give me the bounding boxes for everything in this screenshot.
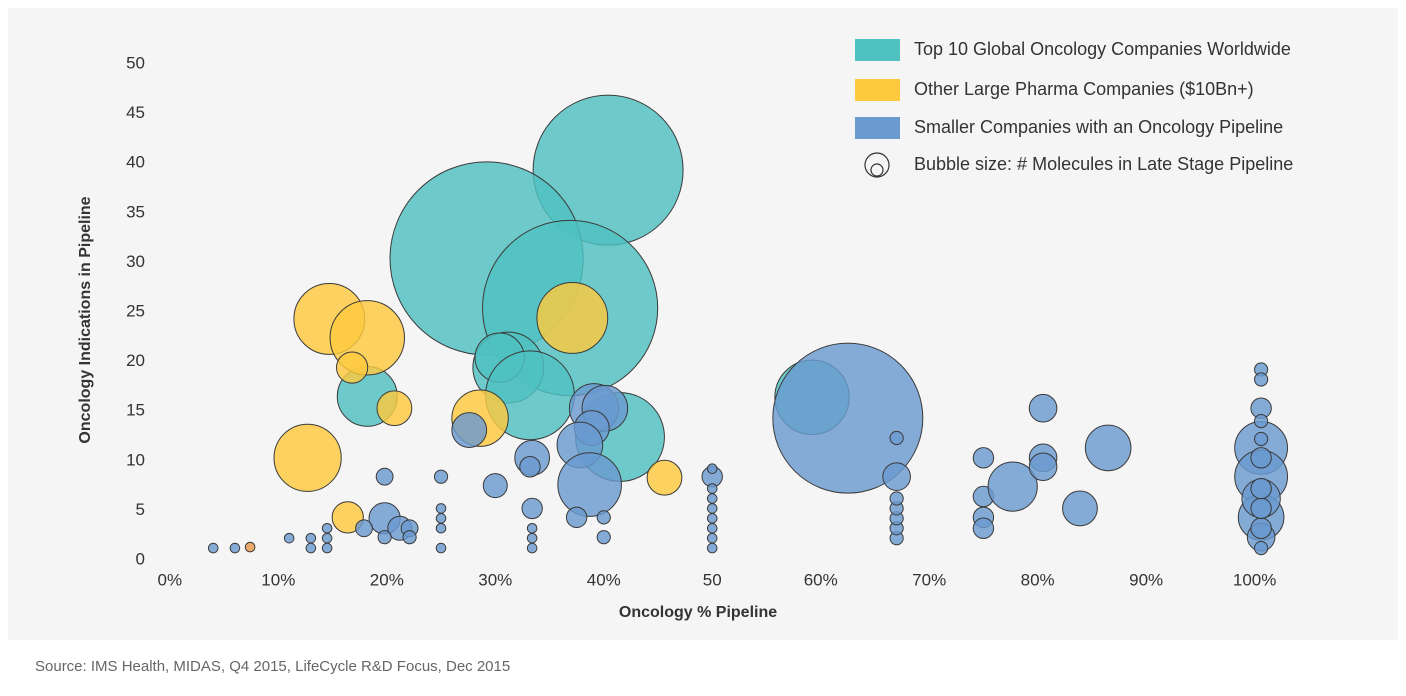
bubble (1254, 414, 1269, 429)
bubble (596, 510, 611, 525)
bubble (646, 459, 683, 496)
bubble (377, 530, 392, 545)
legend-label: Other Large Pharma Companies ($10Bn+) (914, 79, 1254, 99)
bubble (375, 467, 394, 486)
x-tick-label: 10% (261, 570, 295, 589)
bubble (335, 351, 369, 384)
bubble (435, 542, 447, 554)
legend-label: Smaller Companies with an Oncology Pipel… (914, 117, 1283, 137)
bubble (1250, 447, 1272, 469)
bubble (706, 483, 718, 494)
bubble (565, 506, 588, 529)
bubble (1028, 452, 1058, 482)
bubble (207, 542, 219, 554)
y-tick-label: 35 (126, 202, 145, 221)
bubble (706, 503, 718, 514)
bubble (244, 541, 256, 553)
bubble (1250, 497, 1272, 520)
y-tick-label: 45 (126, 103, 145, 122)
y-tick-label: 10 (126, 450, 145, 469)
x-tick-label: 30% (478, 570, 512, 589)
y-tick-label: 5 (136, 500, 145, 519)
bubble (283, 532, 295, 544)
bubble (451, 412, 488, 448)
x-tick-label: 80% (1021, 570, 1055, 589)
bubble (321, 532, 333, 544)
bubble (1062, 490, 1098, 527)
y-tick-label: 0 (136, 549, 145, 568)
bubble (706, 513, 718, 524)
bubble (435, 503, 447, 514)
source-note: Source: IMS Health, MIDAS, Q4 2015, Life… (35, 658, 510, 675)
x-axis-label: Oncology % Pipeline (619, 604, 777, 621)
bubble (331, 501, 364, 534)
x-tick-label: 100% (1233, 570, 1276, 589)
bubble (972, 447, 995, 469)
y-tick-label: 40 (126, 153, 145, 172)
bubble (305, 532, 317, 544)
bubble (526, 532, 538, 544)
bubble (435, 522, 447, 534)
x-tick-label: 0% (158, 570, 183, 589)
x-tick-label: 90% (1129, 570, 1163, 589)
bubble (1250, 517, 1272, 539)
bubble (987, 461, 1038, 512)
bubble (482, 473, 508, 499)
bubble (706, 522, 718, 534)
bubble (772, 342, 924, 494)
x-tick-label: 70% (912, 570, 946, 589)
bubble (519, 456, 541, 478)
bubble (536, 282, 609, 354)
legend-label: Top 10 Global Oncology Companies Worldwi… (914, 39, 1291, 59)
x-tick-label: 50 (703, 570, 722, 589)
bubble (305, 542, 317, 554)
y-tick-label: 20 (126, 351, 145, 370)
bubble (706, 542, 718, 554)
bubble (526, 522, 538, 534)
bubble (355, 519, 373, 538)
bubble (1084, 424, 1132, 472)
bubble (1254, 372, 1269, 387)
x-tick-label: 60% (804, 570, 838, 589)
bubble (402, 530, 417, 545)
bubble (1254, 431, 1269, 447)
bubble (1250, 477, 1272, 500)
bubble (889, 430, 904, 446)
bubble (1028, 393, 1058, 423)
y-tick-label: 30 (126, 252, 145, 271)
legend-swatch (855, 79, 900, 101)
bubble (706, 493, 718, 504)
legend-size-icon (864, 152, 890, 178)
bubble (229, 542, 241, 554)
y-tick-label: 15 (126, 401, 145, 420)
bubble (521, 497, 543, 520)
bubble (433, 469, 449, 484)
chart-panel (8, 8, 1398, 640)
bubble (706, 532, 718, 544)
legend-label: Bubble size: # Molecules in Late Stage P… (914, 154, 1293, 174)
bubble (596, 530, 611, 545)
bubble (321, 542, 333, 554)
legend-swatch (855, 39, 900, 61)
y-axis-label: Oncology Indications in Pipeline (77, 196, 94, 443)
legend-size-icon (870, 163, 884, 177)
plot-area (207, 94, 1289, 556)
bubble (889, 491, 904, 506)
bubble (376, 390, 413, 427)
x-tick-label: 20% (370, 570, 404, 589)
bubble (706, 463, 718, 475)
bubble (1254, 540, 1269, 556)
y-tick-label: 50 (126, 53, 145, 72)
bubble (526, 542, 538, 554)
bubble (882, 462, 911, 491)
bubble (557, 452, 622, 517)
bubble (972, 517, 995, 539)
y-tick-label: 25 (126, 301, 145, 320)
bubble (321, 522, 333, 534)
x-tick-label: 40% (587, 570, 621, 589)
bubble (435, 513, 447, 524)
legend-swatch (855, 117, 900, 139)
bubble (273, 423, 342, 492)
